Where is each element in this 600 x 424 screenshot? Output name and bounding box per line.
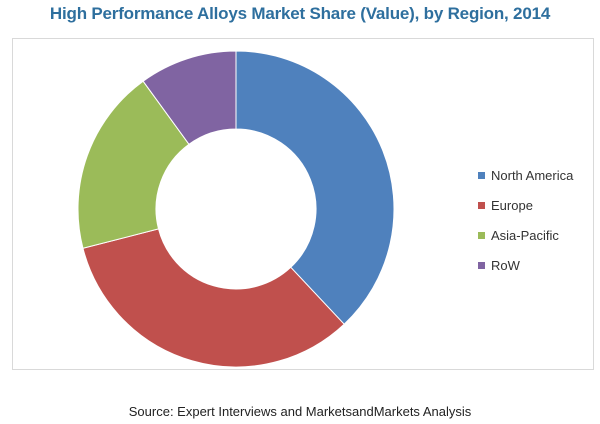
legend-swatch-north-america xyxy=(478,171,485,179)
legend-item-europe: Europe xyxy=(478,190,573,220)
legend: North America Europe Asia-Pacific RoW xyxy=(478,160,573,280)
legend-item-asia-pacific: Asia-Pacific xyxy=(478,220,573,250)
chart-title: High Performance Alloys Market Share (Va… xyxy=(49,4,551,23)
slice-asia-pacific xyxy=(77,80,190,249)
legend-swatch-row xyxy=(478,261,485,269)
legend-swatch-europe xyxy=(478,201,485,209)
source-note: Source: Expert Interviews and Marketsand… xyxy=(128,404,472,419)
slice-row xyxy=(142,50,237,145)
legend-label-europe: Europe xyxy=(491,197,533,213)
slice-north-america xyxy=(235,50,395,325)
legend-swatch-asia-pacific xyxy=(478,231,485,239)
legend-label-asia-pacific: Asia-Pacific xyxy=(491,227,559,243)
slice-europe xyxy=(82,228,345,368)
legend-item-row: RoW xyxy=(478,250,573,280)
legend-label-north-america: North America xyxy=(491,167,574,183)
donut-chart xyxy=(77,50,395,368)
legend-item-north-america: North America xyxy=(478,160,573,190)
legend-label-row: RoW xyxy=(491,257,520,273)
